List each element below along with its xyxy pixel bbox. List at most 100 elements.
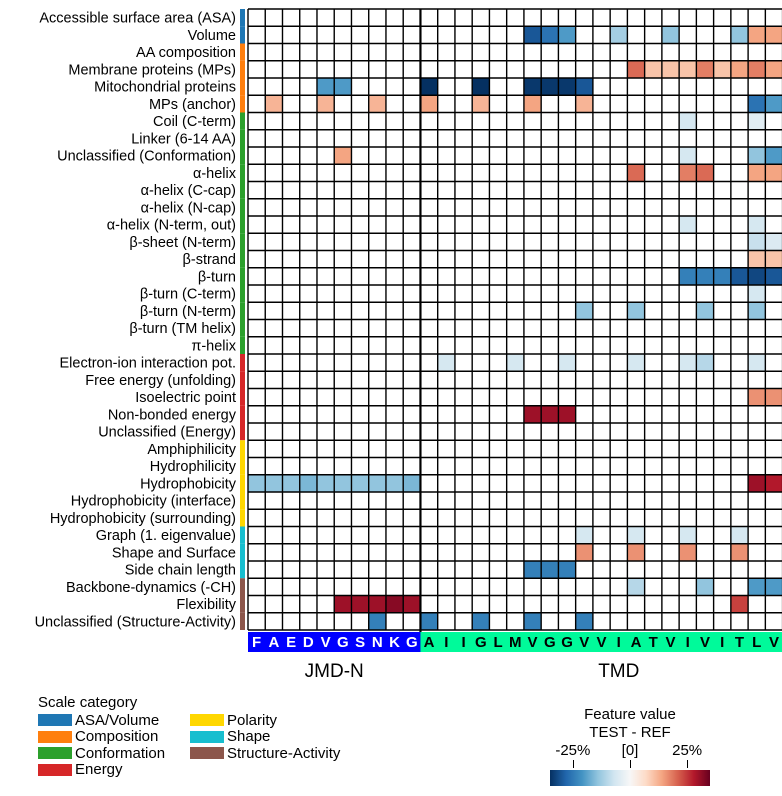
heatmap-cell: [748, 26, 766, 44]
sequence-residue: I: [720, 634, 724, 651]
sequence-residue: V: [665, 634, 675, 651]
heatmap-cell: [748, 112, 766, 130]
row-label: α-helix: [193, 166, 237, 182]
heatmap-cell: [523, 95, 542, 113]
heatmap-cell: [316, 78, 335, 96]
legend-swatch: [190, 714, 224, 727]
sequence-residue: T: [649, 634, 658, 651]
heatmap-cell: [575, 78, 593, 96]
row-label: β-turn (N-term): [140, 304, 236, 320]
category-strip-segment: [240, 423, 245, 441]
heatmap-cell: [696, 354, 714, 372]
category-strip-segment: [240, 457, 245, 475]
heatmap-cell: [748, 354, 766, 372]
colorbar-tick-label: [0]: [621, 742, 639, 759]
row-label: β-turn: [198, 269, 236, 285]
heatmap-cell: [385, 595, 404, 613]
legend-swatch: [38, 730, 72, 743]
legend-swatch: [38, 763, 72, 776]
colorbar-tick-label: -25%: [555, 742, 591, 759]
heatmap-cell: [661, 26, 680, 44]
heatmap-cell: [765, 474, 782, 492]
sequence-residue: V: [769, 634, 779, 651]
sequence-residue: N: [372, 634, 383, 651]
legend-items: ASA/Volume Polarity Composition Shape Confor…: [38, 712, 360, 778]
heatmap-cell: [627, 543, 645, 561]
legend-label: Composition: [75, 728, 159, 746]
legend-item: Conformation: [38, 745, 190, 762]
heatmap-cell: [644, 60, 662, 78]
legend-item: Composition: [38, 728, 190, 746]
colorbar-gradient: [550, 770, 710, 786]
row-label: Accessible surface area (ASA): [39, 11, 236, 27]
heatmap-cell: [575, 302, 593, 320]
row-label: Side chain length: [125, 563, 236, 579]
heatmap-cell: [748, 164, 766, 182]
heatmap-cell: [748, 474, 766, 492]
heatmap-cell: [368, 95, 386, 113]
sequence-residue: I: [686, 634, 690, 651]
colorbar-tick-label: 25%: [672, 742, 703, 759]
category-strip-segment: [240, 285, 245, 303]
sequence-residue: I: [461, 634, 465, 651]
heatmap-cell: [748, 267, 766, 285]
legend-item: Structure-Activity: [190, 745, 360, 762]
sequence-residue: E: [286, 634, 296, 651]
heatmap-cell: [368, 595, 386, 613]
sequence-residue: V: [528, 634, 538, 651]
heatmap-cell: [523, 561, 542, 579]
row-label: α-helix (N-term, out): [107, 218, 236, 234]
category-strip-segment: [240, 319, 245, 337]
category-strip-segment: [240, 526, 245, 544]
category-strip-segment: [240, 250, 245, 268]
row-label: AA composition: [136, 45, 236, 61]
region-band: [248, 632, 421, 652]
heatmap-cell: [765, 26, 782, 44]
heatmap-cell: [748, 388, 766, 406]
legend-label: ASA/Volume: [75, 711, 160, 729]
category-strip-segment: [240, 198, 245, 216]
row-label: β-turn (C-term): [140, 287, 236, 303]
row-label: Hydrophobicity (surrounding): [50, 511, 236, 527]
sequence-residue: G: [544, 634, 556, 651]
heatmap-cell: [748, 233, 766, 251]
legend-swatch: [38, 714, 72, 727]
sequence-residue: G: [561, 634, 573, 651]
category-strip-segment: [240, 354, 245, 372]
heatmap-cell: [748, 95, 766, 113]
heatmap-cell: [679, 526, 697, 544]
row-label: Shape and Surface: [112, 545, 236, 561]
heatmap-cell: [334, 474, 352, 492]
colorbar-tick-marks: [540, 760, 720, 768]
heatmap-cell: [696, 578, 714, 596]
row-label: Unclassified (Conformation): [57, 149, 236, 165]
heatmap-cell: [748, 147, 766, 165]
colorbar-subtitle: TEST - REF: [589, 724, 671, 741]
sequence-residue: G: [406, 634, 418, 651]
heatmap-cell: [334, 147, 352, 165]
legend-swatch: [38, 747, 72, 760]
category-strip-segment: [240, 612, 245, 630]
sequence-residue: D: [303, 634, 314, 651]
category-strip-segment: [240, 60, 245, 78]
category-strip-segment: [240, 267, 245, 285]
heatmap-cell: [748, 285, 766, 303]
row-label: MPs (anchor): [149, 97, 236, 113]
row-label: Linker (6-14 AA): [131, 131, 236, 147]
sequence-residue: V: [700, 634, 710, 651]
sequence-residue: M: [509, 634, 522, 651]
heatmap-cell: [627, 164, 645, 182]
heatmap-cell: [696, 60, 714, 78]
heatmap-cell: [748, 250, 766, 268]
row-label: Electron-ion interaction pot.: [59, 356, 236, 372]
row-label: Hydrophobicity: [140, 476, 237, 492]
row-label: β-strand: [183, 252, 236, 268]
category-strip-segment: [240, 405, 245, 423]
row-label: β-turn (TM helix): [129, 321, 236, 337]
legend-item: Polarity: [190, 712, 360, 729]
category-strip-segment: [240, 371, 245, 389]
heatmap-cell: [316, 95, 335, 113]
colorbar-title: Feature value: [584, 706, 676, 723]
sequence-residue: F: [252, 634, 261, 651]
